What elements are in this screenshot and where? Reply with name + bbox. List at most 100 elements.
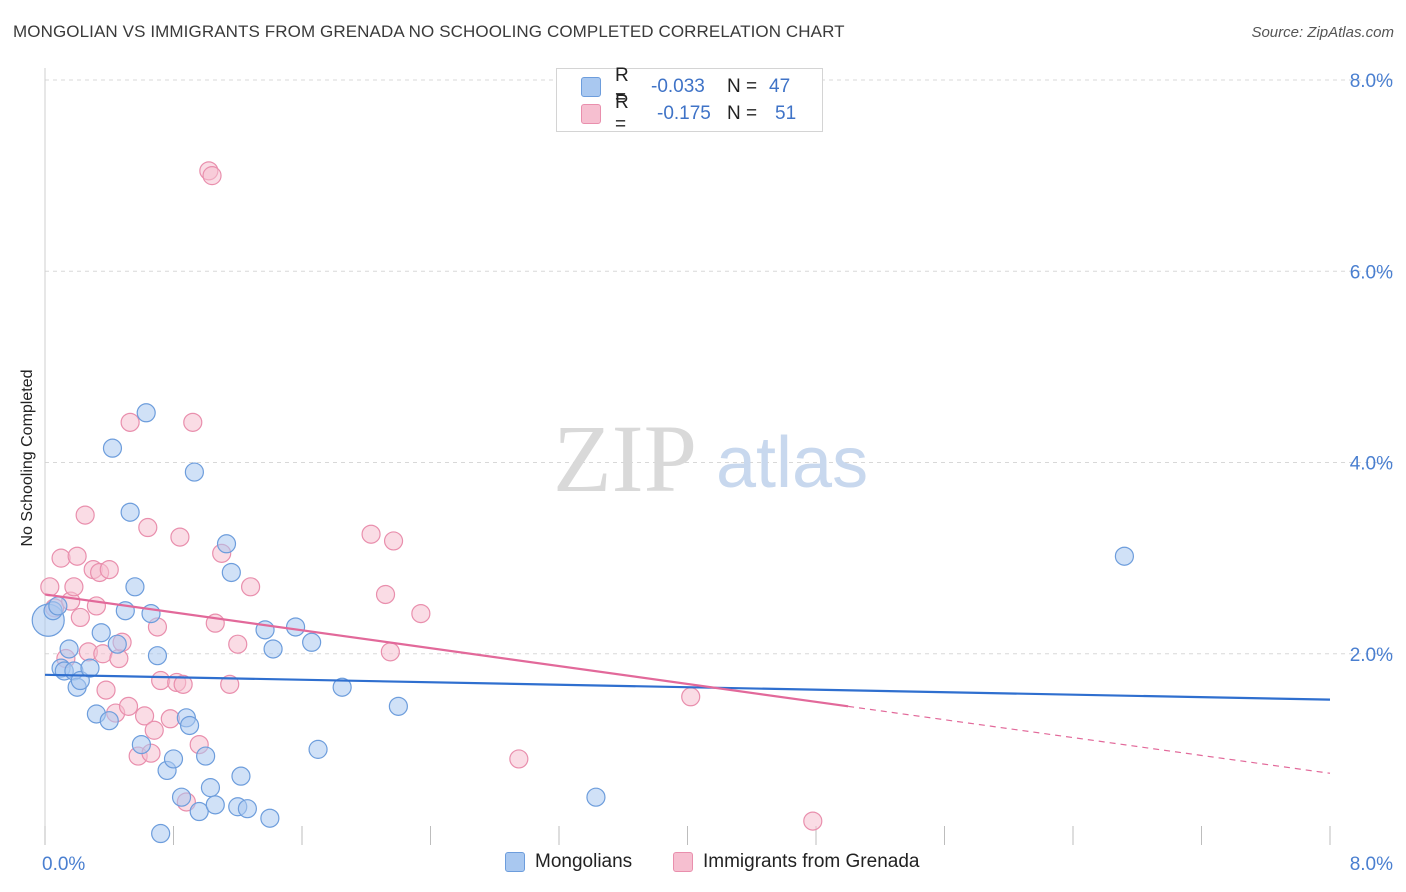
pink-swatch [581,104,601,124]
mongolian-points [31,403,1135,844]
grenada-point [67,546,87,566]
mongolian-point [388,696,408,716]
grenada-point [134,706,155,726]
mongolian-point [48,596,68,616]
mongolian-point [120,502,140,522]
mongolian-point [91,623,111,643]
grenada-point [170,527,190,547]
source-credit: Source: ZipAtlas.com [1251,24,1394,41]
grenada-point [151,670,171,691]
grenada-point [40,577,60,597]
grenada-points [40,161,823,831]
grenada-point [64,577,84,597]
x-tick-label-min: 0.0% [42,854,85,875]
mongolian-point [221,562,241,583]
grenada-point [228,634,248,654]
mongolian-point [99,711,119,731]
grenada-point [803,811,823,831]
mongolian-point [184,462,204,482]
n-value: 51 [775,103,797,124]
legend-row-grenada: R = -0.175 N = 51 [581,92,797,135]
grenada-point [509,749,529,769]
grenada-point [75,505,95,525]
legend-item-grenada[interactable]: Immigrants from Grenada [673,851,919,873]
trend-lines [44,593,1331,774]
mongolian-trend-line [44,673,1331,701]
grenada-point [118,696,139,716]
pink-swatch [673,852,693,872]
legend-label-grenada: Immigrants from Grenada [703,851,920,872]
grenada-point [120,412,140,432]
grenada-trend-extension [848,705,1331,774]
grenada-point [220,674,240,694]
grenada-point [380,642,400,662]
grenada-point [70,607,90,628]
grenada-point [375,584,396,605]
y-tick-label: 4.0% [1350,454,1393,475]
mongolian-point [131,734,151,755]
grenada-point [160,709,180,729]
y-tick-label: 6.0% [1350,262,1393,283]
axis-layer [44,68,1331,845]
mongolian-point [237,799,257,819]
r-value: -0.033 [651,76,705,97]
mongolian-point [200,778,221,798]
mongolian-point [308,739,328,759]
mongolian-point [231,766,251,786]
mongolian-point [147,646,168,666]
n-label: N = [727,76,758,97]
grenada-point [183,412,203,432]
watermark: ZIP atlas [553,405,868,512]
mongolian-point [102,438,123,458]
blue-swatch [581,77,601,97]
mongolian-point [171,787,192,807]
r-label: R = [615,65,629,108]
chart-title: MONGOLIAN VS IMMIGRANTS FROM GRENADA NO … [13,22,845,41]
grenada-point [361,524,381,544]
watermark-atlas: atlas [716,423,868,503]
mongolian-point [263,639,283,659]
mongolian-point [136,403,156,423]
mongolian-point [179,715,200,736]
mongolian-point [163,749,184,769]
grenada-point [241,577,261,597]
blue-swatch [505,852,525,872]
legend-row-mongolians: R = -0.033 N = 47 [581,65,791,108]
x-tick-label-max: 8.0% [1350,854,1393,875]
mongolian-point [151,823,171,844]
grenada-point [138,517,158,538]
mongolian-point [285,617,306,637]
mongolian-point [1114,546,1135,566]
legend-item-mongolians[interactable]: Mongolians [505,851,632,873]
mongolian-point [107,634,127,654]
mongolian-point [196,746,216,766]
grenada-point [144,720,164,740]
y-tick-label: 2.0% [1350,645,1393,666]
grenada-trend-line [44,593,849,708]
r-value: -0.175 [657,103,711,124]
n-value: 47 [769,76,791,97]
r-label: R = [615,92,629,135]
mongolian-point [586,787,606,807]
mongolian-point [216,534,237,554]
grenada-point [51,548,71,568]
grenada-point [383,531,404,551]
mongolian-point [260,808,280,828]
legend-label-mongolians: Mongolians [535,851,633,872]
mongolian-point [80,658,100,678]
grenada-point [411,603,431,624]
y-tick-label: 8.0% [1350,71,1393,92]
grenada-point [96,680,116,700]
grenada-point [202,166,222,186]
grenada-point [681,687,701,707]
mongolian-point [332,677,352,697]
mongolian-point [205,795,225,815]
n-label: N = [727,103,758,124]
mongolian-point [189,801,209,822]
mongolian-point [59,639,79,659]
grenada-point [99,559,119,580]
mongolian-point [302,632,322,652]
grenada-point [173,674,193,694]
correlation-legend: R = -0.033 N = 47 R = -0.175 N = 51 [556,65,823,135]
